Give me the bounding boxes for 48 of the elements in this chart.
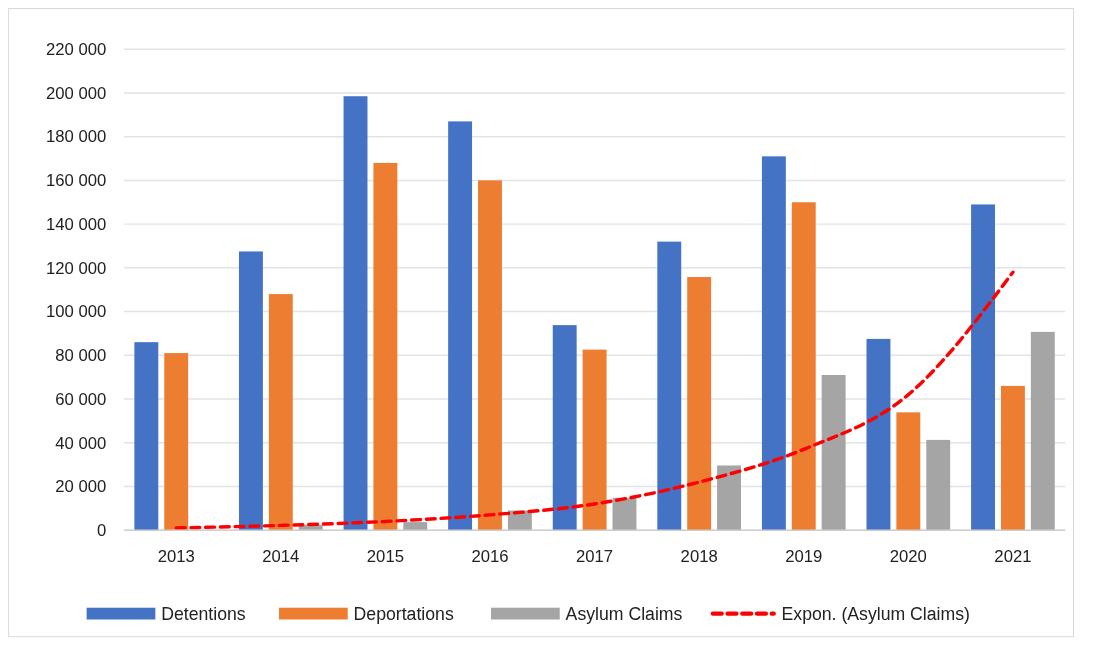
bar: [791, 202, 816, 531]
line-series: [174, 270, 1015, 530]
bar: [657, 241, 682, 531]
y-tick-label: 80 000: [55, 346, 107, 366]
y-tick-label: 0: [96, 521, 107, 541]
bar: [343, 96, 368, 531]
bar: [866, 338, 891, 531]
bar: [1030, 331, 1055, 531]
bar: [1000, 385, 1025, 531]
bar: [761, 156, 786, 531]
y-tick-label: 160 000: [46, 171, 107, 191]
y-tick-label: 120 000: [46, 258, 107, 278]
y-tick-label: 200 000: [46, 83, 107, 103]
bar: [821, 374, 846, 531]
bar: [134, 342, 159, 531]
legend-label: Deportations: [353, 603, 454, 624]
y-tick-label: 60 000: [55, 389, 107, 409]
x-tick-label: 2017: [576, 546, 614, 566]
bar: [268, 294, 293, 531]
y-tick-label: 220 000: [46, 40, 107, 60]
legend-label: Detentions: [161, 603, 246, 624]
bar: [717, 465, 741, 531]
y-tick-label: 20 000: [55, 477, 107, 497]
bar: [238, 251, 263, 531]
legend-label: Expon. (Asylum Claims): [781, 603, 970, 624]
bar: [478, 180, 502, 531]
bar: [926, 439, 951, 531]
x-tick-label: 2014: [262, 546, 300, 566]
y-tick-label: 100 000: [46, 302, 107, 322]
bar: [164, 353, 189, 531]
bar: [552, 325, 577, 531]
y-tick-label: 140 000: [46, 214, 107, 234]
bar: [687, 277, 712, 531]
bar: [896, 412, 921, 531]
x-tick-label: 2016: [471, 546, 509, 566]
y-tick-label: 180 000: [46, 127, 107, 147]
legend-label: Asylum Claims: [565, 603, 683, 624]
x-tick-label: 2015: [366, 546, 404, 566]
bar: [373, 162, 398, 531]
bar: [971, 204, 995, 531]
x-tick-label: 2019: [785, 546, 823, 566]
y-tick-label: 40 000: [55, 433, 107, 453]
x-tick-label: 2018: [680, 546, 718, 566]
bar: [448, 121, 473, 531]
x-tick-label: 2021: [994, 546, 1032, 566]
x-tick-label: 2020: [889, 546, 927, 566]
bar: [582, 349, 607, 531]
x-tick-label: 2013: [157, 546, 195, 566]
